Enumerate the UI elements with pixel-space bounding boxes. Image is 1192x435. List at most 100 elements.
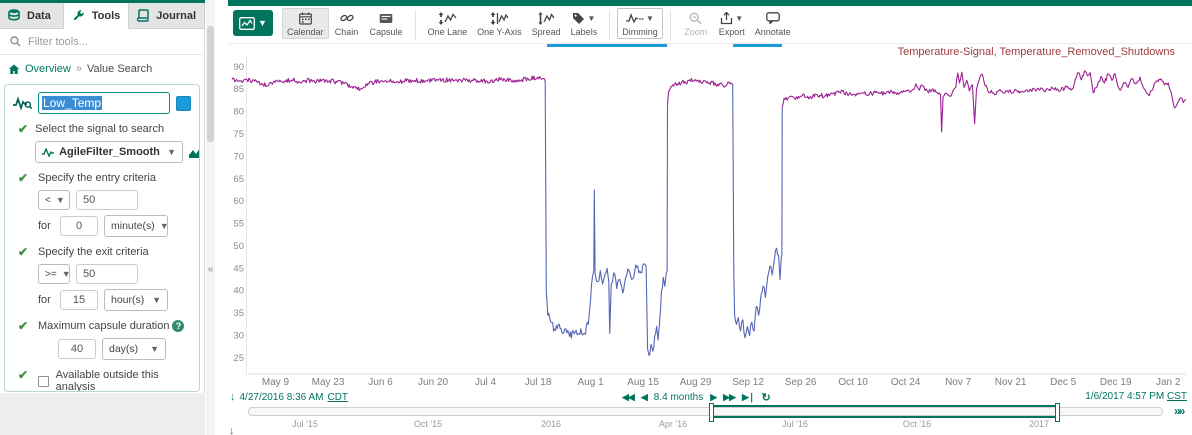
- entry-unit-select[interactable]: minute(s) ▼: [104, 215, 169, 237]
- sidebar-tabs: Data Tools Journal: [0, 3, 205, 29]
- y-tick-label: 85: [233, 84, 244, 95]
- step-back-icon[interactable]: ◀: [640, 392, 648, 402]
- range-start-timezone[interactable]: CDT: [327, 391, 349, 403]
- search-icon: [10, 36, 21, 47]
- tab-data[interactable]: Data: [0, 3, 64, 29]
- exit-duration-input[interactable]: 15: [60, 290, 98, 310]
- timeline-right-handle[interactable]: [1055, 403, 1060, 422]
- database-icon: [8, 9, 20, 21]
- toolbar-separator: [609, 10, 611, 40]
- entry-operator-select[interactable]: < ▼: [38, 190, 70, 210]
- y-tick-label: 25: [233, 353, 244, 364]
- trend-chart[interactable]: 25 30 35 40 45 50 55 60 65 70 75 80 85 90 May 9 May 23 J…: [228, 44, 1192, 392]
- check-icon: ✔: [18, 245, 29, 259]
- signal-line-normal: [781, 70, 1187, 133]
- investigate-timeline-bar[interactable]: [248, 407, 1163, 416]
- chain-icon: [339, 14, 354, 22]
- trend-view-button[interactable]: ▼: [233, 10, 273, 36]
- entry-criteria-section: ✔ Specify the entry criteria < ▼ 50 for: [5, 172, 199, 237]
- step-to-end-icon[interactable]: ▶❘: [742, 392, 756, 402]
- chain-button[interactable]: Chain: [329, 8, 365, 39]
- color-swatch-button[interactable]: [176, 95, 191, 111]
- y-tick-label: 50: [233, 241, 244, 252]
- annotate-button[interactable]: Annotate: [750, 8, 796, 39]
- spread-label: Spread: [531, 27, 561, 37]
- tab-tools-label: Tools: [91, 9, 121, 22]
- capsule-button[interactable]: Capsule: [365, 8, 408, 39]
- chevron-down-icon: ▼: [167, 147, 177, 157]
- sidebar-collapse-handle[interactable]: «: [207, 264, 214, 275]
- max-duration-unit-value: day(s): [109, 343, 139, 355]
- exit-value: 50: [83, 268, 96, 280]
- chevron-down-icon: ▼: [152, 295, 161, 305]
- entry-operator-value: <: [45, 194, 51, 206]
- breadcrumb-overview[interactable]: Overview: [25, 63, 71, 75]
- entry-value-input[interactable]: 50: [76, 190, 138, 210]
- tab-tools[interactable]: Tools: [63, 3, 130, 29]
- signal-line-low_temp: [732, 83, 783, 339]
- labels-button[interactable]: ▼ Labels: [566, 8, 603, 39]
- filter-tools-input[interactable]: Filter tools...: [28, 35, 88, 48]
- max-duration-unit-select[interactable]: day(s) ▼: [102, 338, 166, 360]
- one-lane-button[interactable]: One Lane: [423, 8, 473, 39]
- exit-value-input[interactable]: 50: [76, 264, 138, 284]
- help-icon[interactable]: ?: [172, 320, 185, 332]
- home-icon[interactable]: [8, 64, 20, 75]
- capsule-bar[interactable]: [547, 44, 668, 47]
- filter-tools-row[interactable]: Filter tools...: [0, 29, 205, 55]
- export-button[interactable]: ▼ Export: [714, 8, 750, 39]
- signal-dropdown[interactable]: AgileFilter_Smooth ▼: [35, 141, 184, 163]
- one-y-axis-button[interactable]: One Y-Axis: [472, 8, 527, 39]
- capsule-bar[interactable]: [733, 44, 782, 47]
- zoom-icon: [689, 11, 702, 25]
- exit-operator-select[interactable]: >= ▼: [38, 264, 71, 284]
- condition-name-input[interactable]: Low_Temp: [38, 92, 170, 114]
- toolbar-separator: [669, 10, 671, 40]
- tab-data-label: Data: [27, 9, 51, 22]
- value-search-panel: Low_Temp ✔ Select the signal to search A…: [4, 84, 200, 392]
- timeline-options-icon[interactable]: »»: [1174, 404, 1185, 418]
- range-end-date[interactable]: 1/6/2017 4:57 PM: [1085, 391, 1165, 402]
- x-tick-label: Oct 10: [838, 377, 868, 388]
- sidebar-scrollbar-track[interactable]: [206, 0, 215, 435]
- entry-duration-input[interactable]: 0: [60, 216, 98, 236]
- available-outside-label: Available outside this analysis: [55, 369, 159, 392]
- sidebar-scrollbar-thumb[interactable]: [207, 26, 214, 142]
- annotate-label: Annotate: [754, 27, 791, 37]
- x-tick-label: Dec 5: [1050, 377, 1077, 388]
- refresh-icon[interactable]: ↻: [761, 392, 771, 404]
- range-end-timezone[interactable]: CST: [1167, 391, 1187, 402]
- chevron-down-icon: ▼: [55, 195, 65, 205]
- preview-chart-icon[interactable]: [189, 146, 200, 159]
- one-y-axis-icon: [490, 11, 509, 25]
- sidebar-footer: [0, 393, 205, 435]
- labels-icon: [573, 12, 585, 24]
- range-duration[interactable]: 8.4 months: [653, 392, 704, 403]
- exit-criteria-label: Specify the exit criteria: [38, 246, 149, 258]
- timeline-left-handle[interactable]: [709, 403, 714, 422]
- calendar-button[interactable]: Calendar: [282, 8, 329, 39]
- max-duration-input[interactable]: 40: [58, 339, 96, 359]
- y-tick-label: 65: [233, 174, 244, 185]
- dimming-button[interactable]: ▼ Dimming: [617, 8, 663, 39]
- exit-unit-select[interactable]: hour(s) ▼: [104, 289, 168, 311]
- spread-button[interactable]: Spread: [527, 8, 566, 39]
- range-end[interactable]: 1/6/2017 4:57 PM CST: [1085, 391, 1187, 402]
- signal-section: ✔ Select the signal to search AgileFilte…: [5, 123, 199, 163]
- x-tick-label: Jun 20: [418, 377, 448, 388]
- step-forward-fast-icon[interactable]: ▶▶: [723, 392, 736, 402]
- available-outside-checkbox[interactable]: [37, 376, 49, 387]
- timeline-tick-label: 2017: [1028, 419, 1050, 429]
- timeline-selected-range[interactable]: [709, 403, 1060, 422]
- step-back-fast-icon[interactable]: ◀◀: [622, 392, 635, 402]
- range-start-date[interactable]: 4/27/2016 8:36 AM: [239, 391, 324, 403]
- capsule-icon: [379, 13, 393, 23]
- max-duration-label: Maximum capsule duration?: [38, 320, 185, 333]
- range-start[interactable]: ↓ 4/27/2016 8:36 AM CDT: [230, 391, 348, 403]
- tab-journal[interactable]: Journal: [129, 3, 205, 29]
- step-forward-icon[interactable]: ▶: [710, 392, 717, 402]
- chain-label: Chain: [334, 27, 359, 37]
- range-start-arrow-icon: ↓: [230, 391, 236, 403]
- timeline-tick-label: Jul '15: [292, 419, 318, 429]
- y-tick-label: 70: [233, 151, 244, 162]
